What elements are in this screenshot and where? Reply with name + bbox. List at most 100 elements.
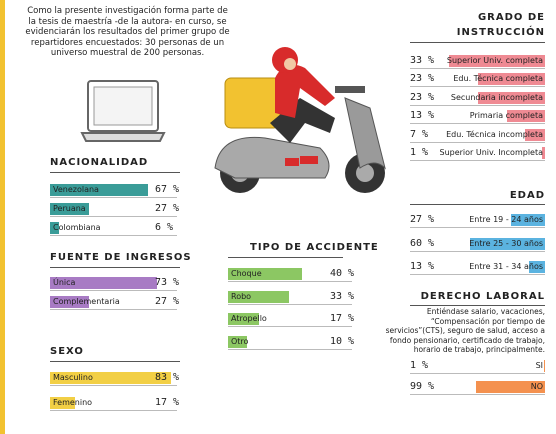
row-rule (410, 394, 545, 395)
row-rule (50, 309, 177, 310)
section-title: DERECHO LABORAL (420, 291, 545, 302)
row-rule (50, 290, 177, 291)
category-label: Femenino (53, 398, 93, 407)
category-label: Superior Univ. completa (446, 56, 543, 65)
title-rule (50, 267, 180, 268)
bar (228, 268, 302, 280)
value-label: 10 % (330, 335, 355, 347)
row-rule (410, 227, 545, 228)
category-label: Única (53, 278, 76, 287)
value-label: 27 % (410, 214, 435, 225)
side-strip (0, 0, 5, 434)
category-label: Entre 31 - 34 años (469, 262, 543, 271)
value-label: 13 % (410, 261, 435, 272)
bar (478, 91, 545, 104)
bar (507, 110, 545, 123)
category-label: Complementaria (53, 297, 120, 306)
bar (228, 335, 247, 348)
bar (511, 214, 545, 226)
category-label: Robo (231, 291, 252, 301)
title-rule (410, 305, 545, 306)
category-label: Edu. Técnica completa (453, 74, 543, 84)
row-rule (228, 303, 352, 305)
value-label: 40 % (330, 268, 355, 279)
category-label: Choque (231, 269, 262, 278)
value-label: 73 % (155, 277, 180, 288)
value-label: 33 % (330, 290, 355, 302)
row-rule (410, 86, 545, 88)
section-title: TIPO DE ACCIDENTE (250, 242, 379, 253)
category-label: Entre 19 - 24 años (469, 215, 543, 224)
bar (50, 277, 157, 289)
value-label: 13 % (410, 110, 435, 122)
row-rule (228, 348, 352, 350)
value-label: 83 % (155, 372, 180, 383)
value-label: 1 % (410, 360, 429, 371)
row-rule (410, 141, 545, 143)
section-title: NACIONALIDAD (50, 157, 149, 168)
bar (50, 203, 90, 215)
category-label: Edu. Técnica incompleta (446, 129, 543, 139)
title-rule (410, 42, 545, 43)
title-rule (228, 257, 343, 258)
value-label: 6 % (155, 222, 174, 233)
row-rule (50, 235, 177, 236)
bar (528, 261, 545, 273)
value-label: 17 % (330, 313, 355, 324)
bar (50, 372, 172, 384)
value-label: 23 % (410, 91, 435, 103)
category-label: Secundaria incompleta (450, 92, 543, 102)
laptop-icon (80, 80, 166, 142)
category-label: SI (535, 361, 543, 370)
category-label: NO (530, 382, 543, 391)
category-label: Otro (231, 336, 249, 346)
section-title: EDAD (509, 190, 545, 201)
bar (50, 397, 75, 409)
value-label: 17 % (155, 397, 180, 408)
bar (524, 128, 545, 141)
value-label: 1 % (410, 147, 429, 158)
value-label: 27 % (155, 203, 180, 214)
row-rule (410, 104, 545, 106)
value-label: 23 % (410, 73, 435, 85)
row-rule (50, 197, 177, 198)
scooter-illustration (214, 47, 386, 193)
value-label: 33 % (410, 55, 435, 66)
category-label: Entre 25 - 30 años (469, 238, 543, 248)
value-label: 60 % (410, 237, 435, 249)
row-rule (410, 123, 545, 125)
row-rule (228, 326, 352, 327)
bar (50, 296, 90, 308)
value-label: 7 % (410, 128, 429, 140)
bar (542, 147, 545, 159)
bar (470, 237, 545, 250)
row-rule (410, 68, 545, 69)
bar (50, 184, 148, 196)
category-label: Superior Univ. Incompleta (439, 148, 543, 157)
title-rule (50, 172, 180, 173)
section-note: Entiéndase salario, vacaciones, “Compens… (385, 307, 545, 354)
bar (50, 222, 59, 234)
bar (478, 73, 545, 86)
title-rule (50, 361, 180, 362)
category-label: Colombiana (53, 223, 101, 232)
row-rule (228, 281, 352, 282)
row-rule (410, 250, 545, 252)
section-title: SEXO (50, 346, 84, 357)
bar (449, 55, 545, 67)
section-title: FUENTE DE INGRESOS (50, 252, 192, 263)
category-label: Primaria completa (469, 111, 543, 121)
bar (544, 360, 545, 372)
intro-text: Como la presente investigación forma par… (25, 6, 230, 58)
row-rule (410, 160, 545, 161)
value-label: 27 % (155, 296, 180, 307)
bar (228, 313, 260, 325)
row-rule (50, 410, 177, 411)
category-label: Peruana (53, 204, 86, 213)
category-label: Venezolana (53, 185, 99, 194)
bar (475, 381, 545, 393)
category-label: Atropello (231, 314, 267, 323)
row-rule (410, 274, 545, 275)
value-label: 67 % (155, 184, 180, 195)
